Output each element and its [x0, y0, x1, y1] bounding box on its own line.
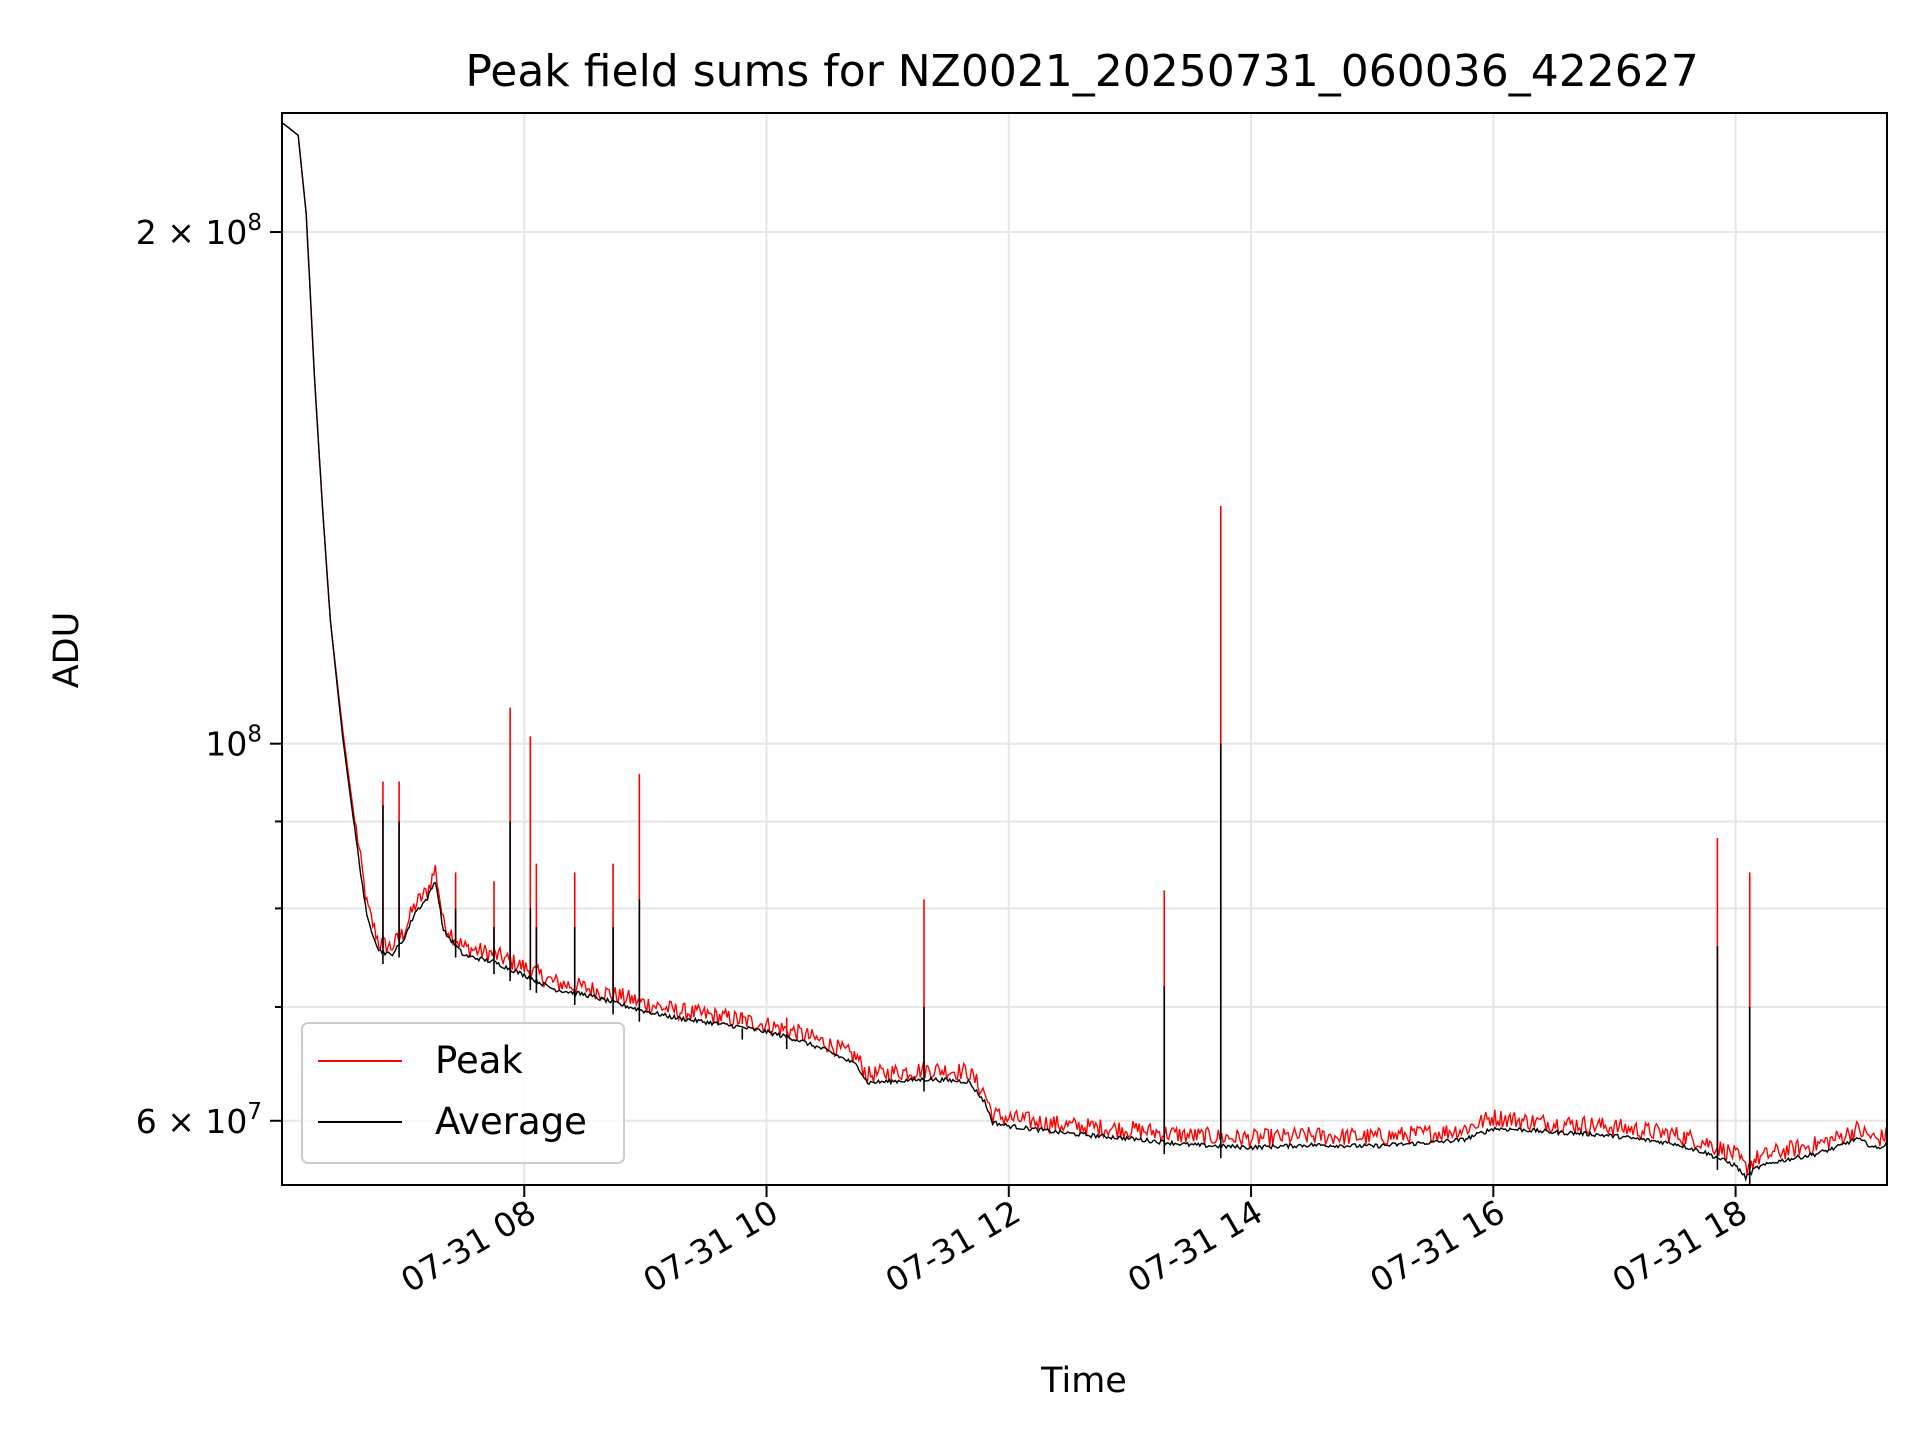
y-axis-ticks: 6 × 107 108 2 × 108 — [136, 210, 282, 1141]
legend-average-label: Average — [435, 1100, 587, 1143]
y-tick-label: 108 — [205, 722, 262, 764]
y-axis-label: ADU — [47, 612, 87, 689]
x-axis-label: Time — [1040, 1361, 1127, 1401]
chart-title: Peak field sums for NZ0021_20250731_0600… — [465, 46, 1698, 97]
series-line-peak — [282, 121, 1887, 1176]
series-lines — [282, 121, 1887, 1185]
legend-peak-label: Peak — [435, 1039, 523, 1082]
legend-box — [301, 1022, 625, 1164]
series-line-average — [282, 121, 1887, 1182]
plot-frame — [281, 112, 1888, 1186]
grid-lines — [282, 113, 1887, 1185]
y-tick-label: 2 × 108 — [136, 210, 262, 252]
y-tick-label: 6 × 107 — [136, 1099, 262, 1141]
legend: Peak Average — [301, 1022, 625, 1164]
